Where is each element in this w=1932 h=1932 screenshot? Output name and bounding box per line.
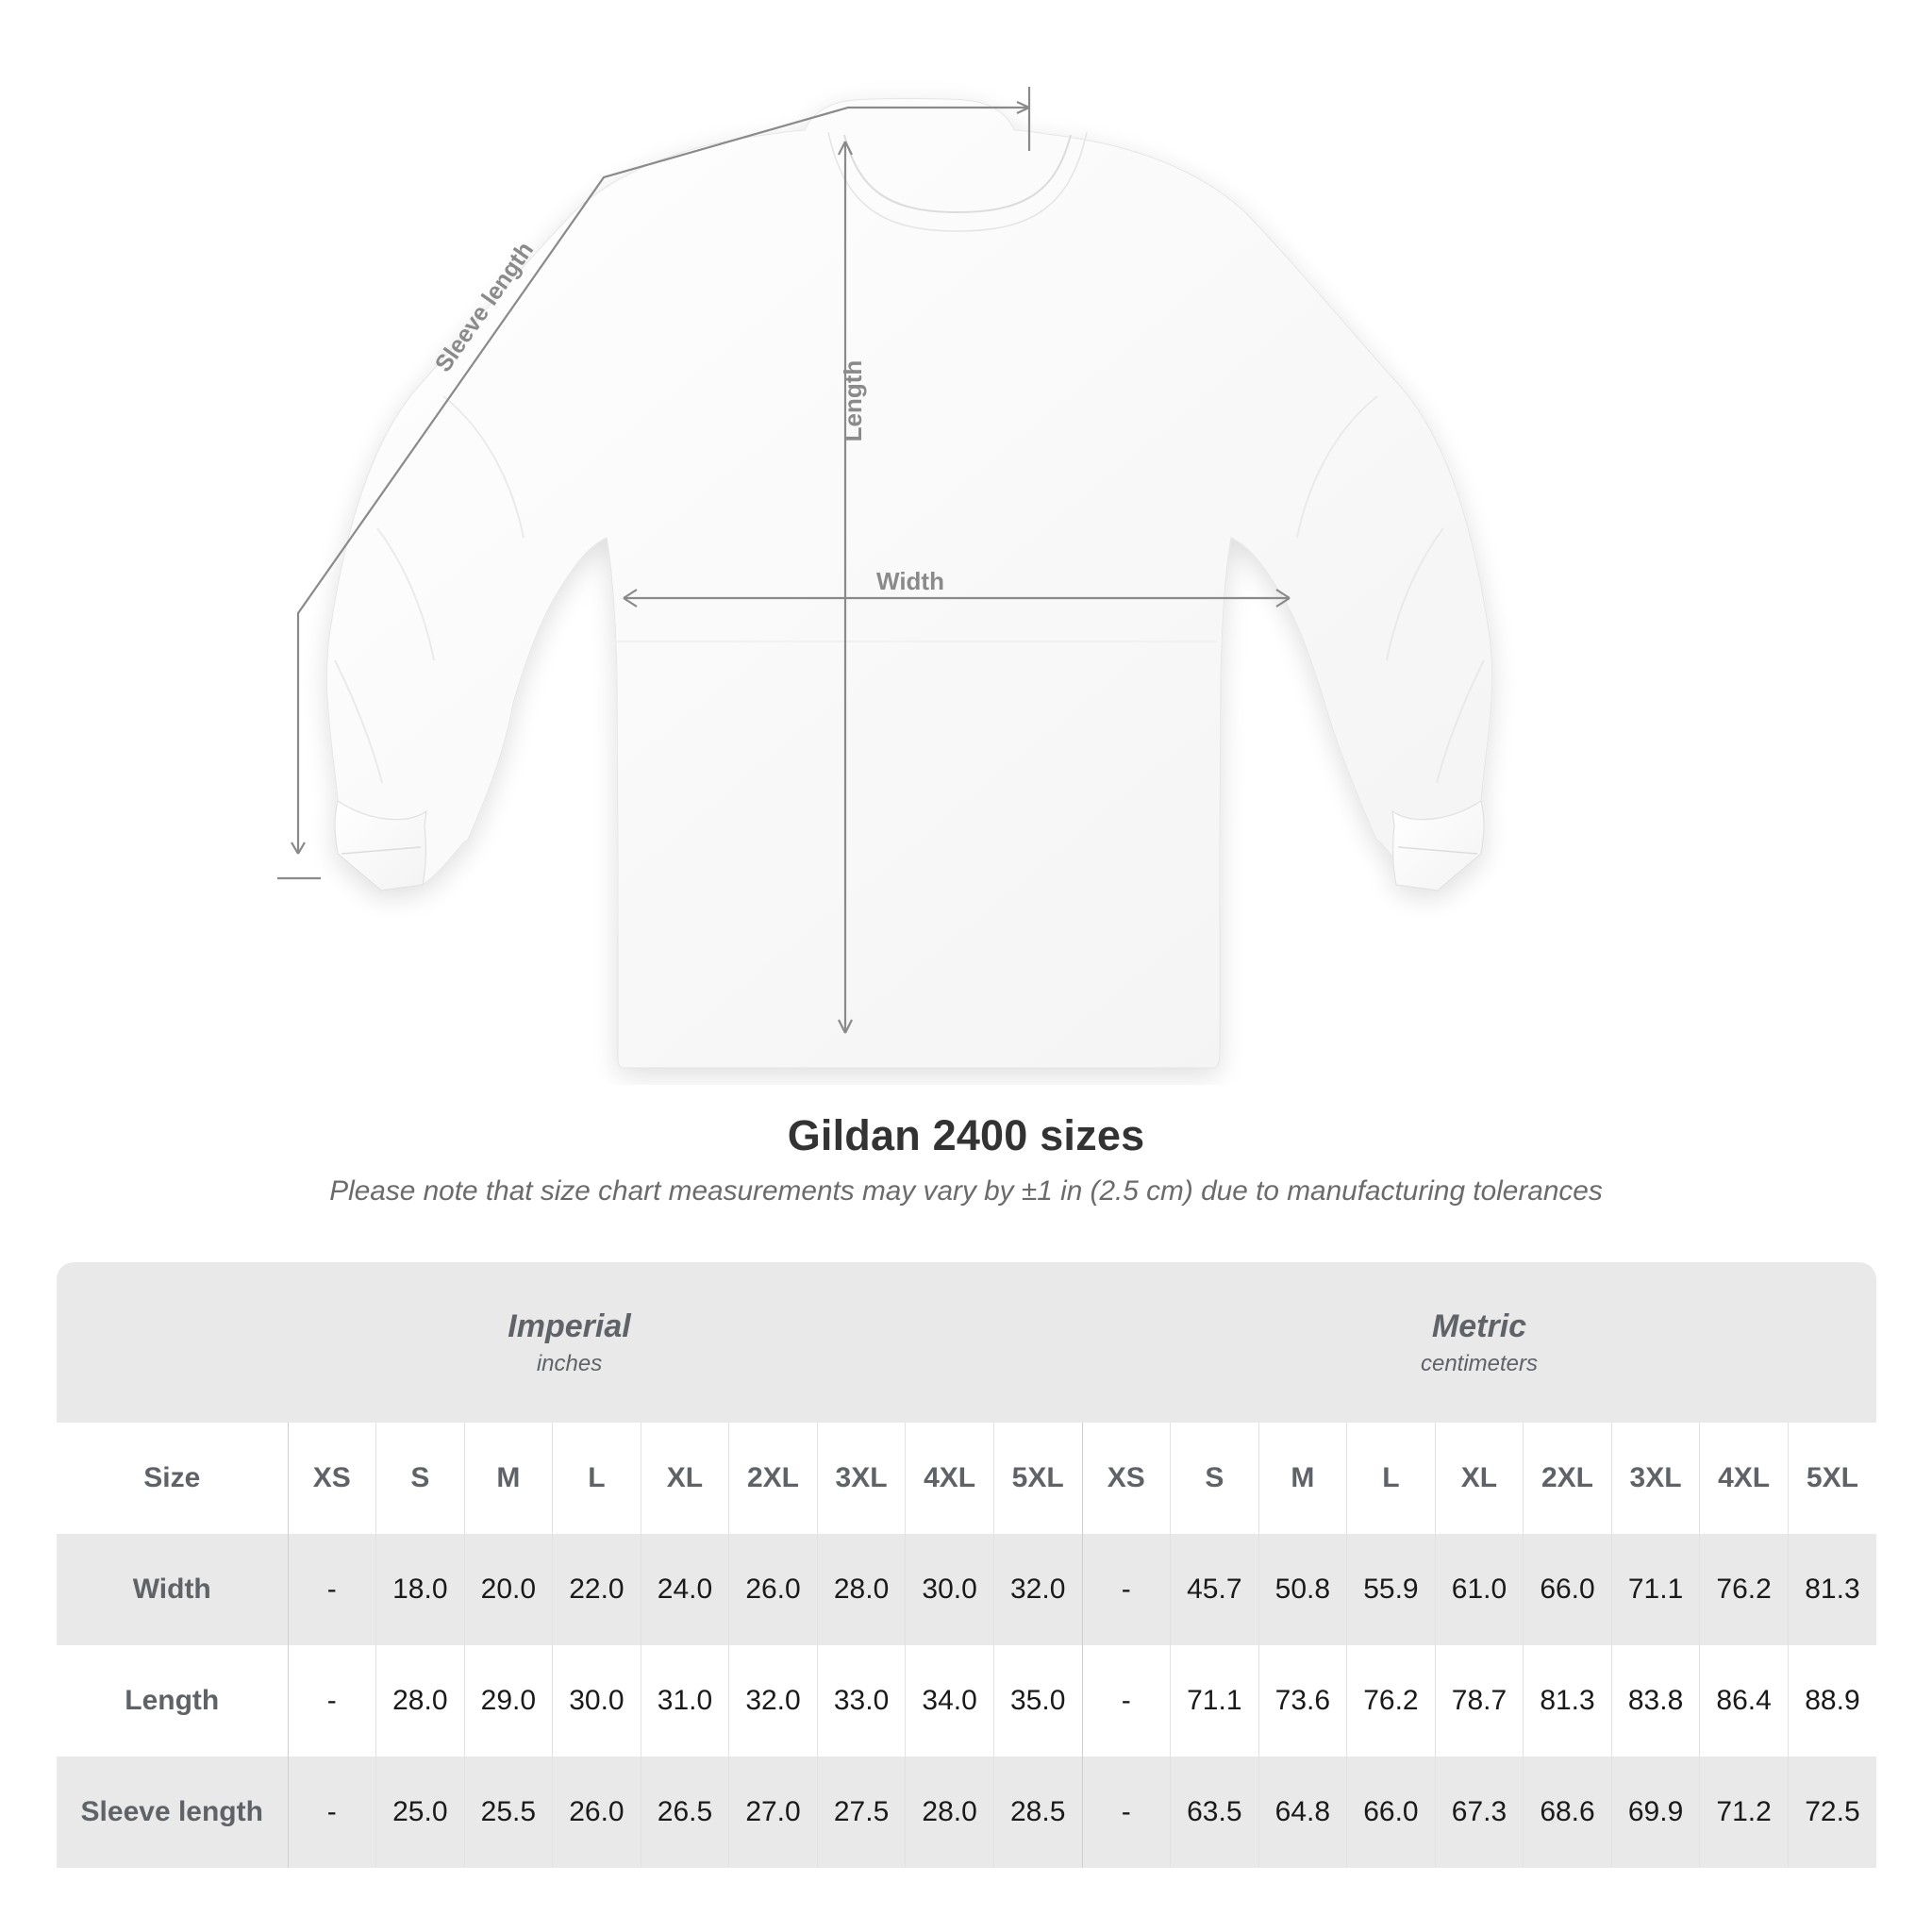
svg-text:Width: Width <box>876 567 944 595</box>
svg-text:Length: Length <box>839 360 867 442</box>
